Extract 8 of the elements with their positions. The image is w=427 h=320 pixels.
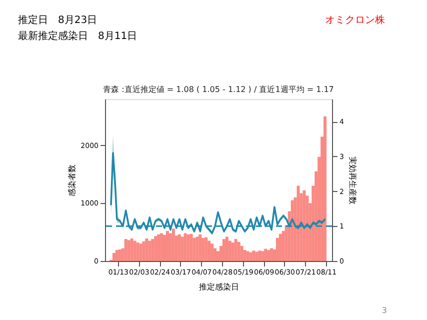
text: オミクロン株 — [325, 14, 385, 26]
text: 青森 :直近推定値 = 1.08 ( 1.05 - 1.12 ) / 直近1週平均 = 1.17 — [103, 85, 334, 94]
chart-subtitle: 最新推定感染日 8月11日 — [18, 30, 138, 42]
text: 3 — [382, 306, 387, 315]
y-axis-title: 感染者数 — [68, 164, 77, 196]
x-axis-title: 推定感染日 — [199, 282, 239, 292]
chart-title: 推定日 8月23日 — [18, 14, 98, 26]
y2-axis-title: 実効再生産数 — [348, 156, 357, 204]
